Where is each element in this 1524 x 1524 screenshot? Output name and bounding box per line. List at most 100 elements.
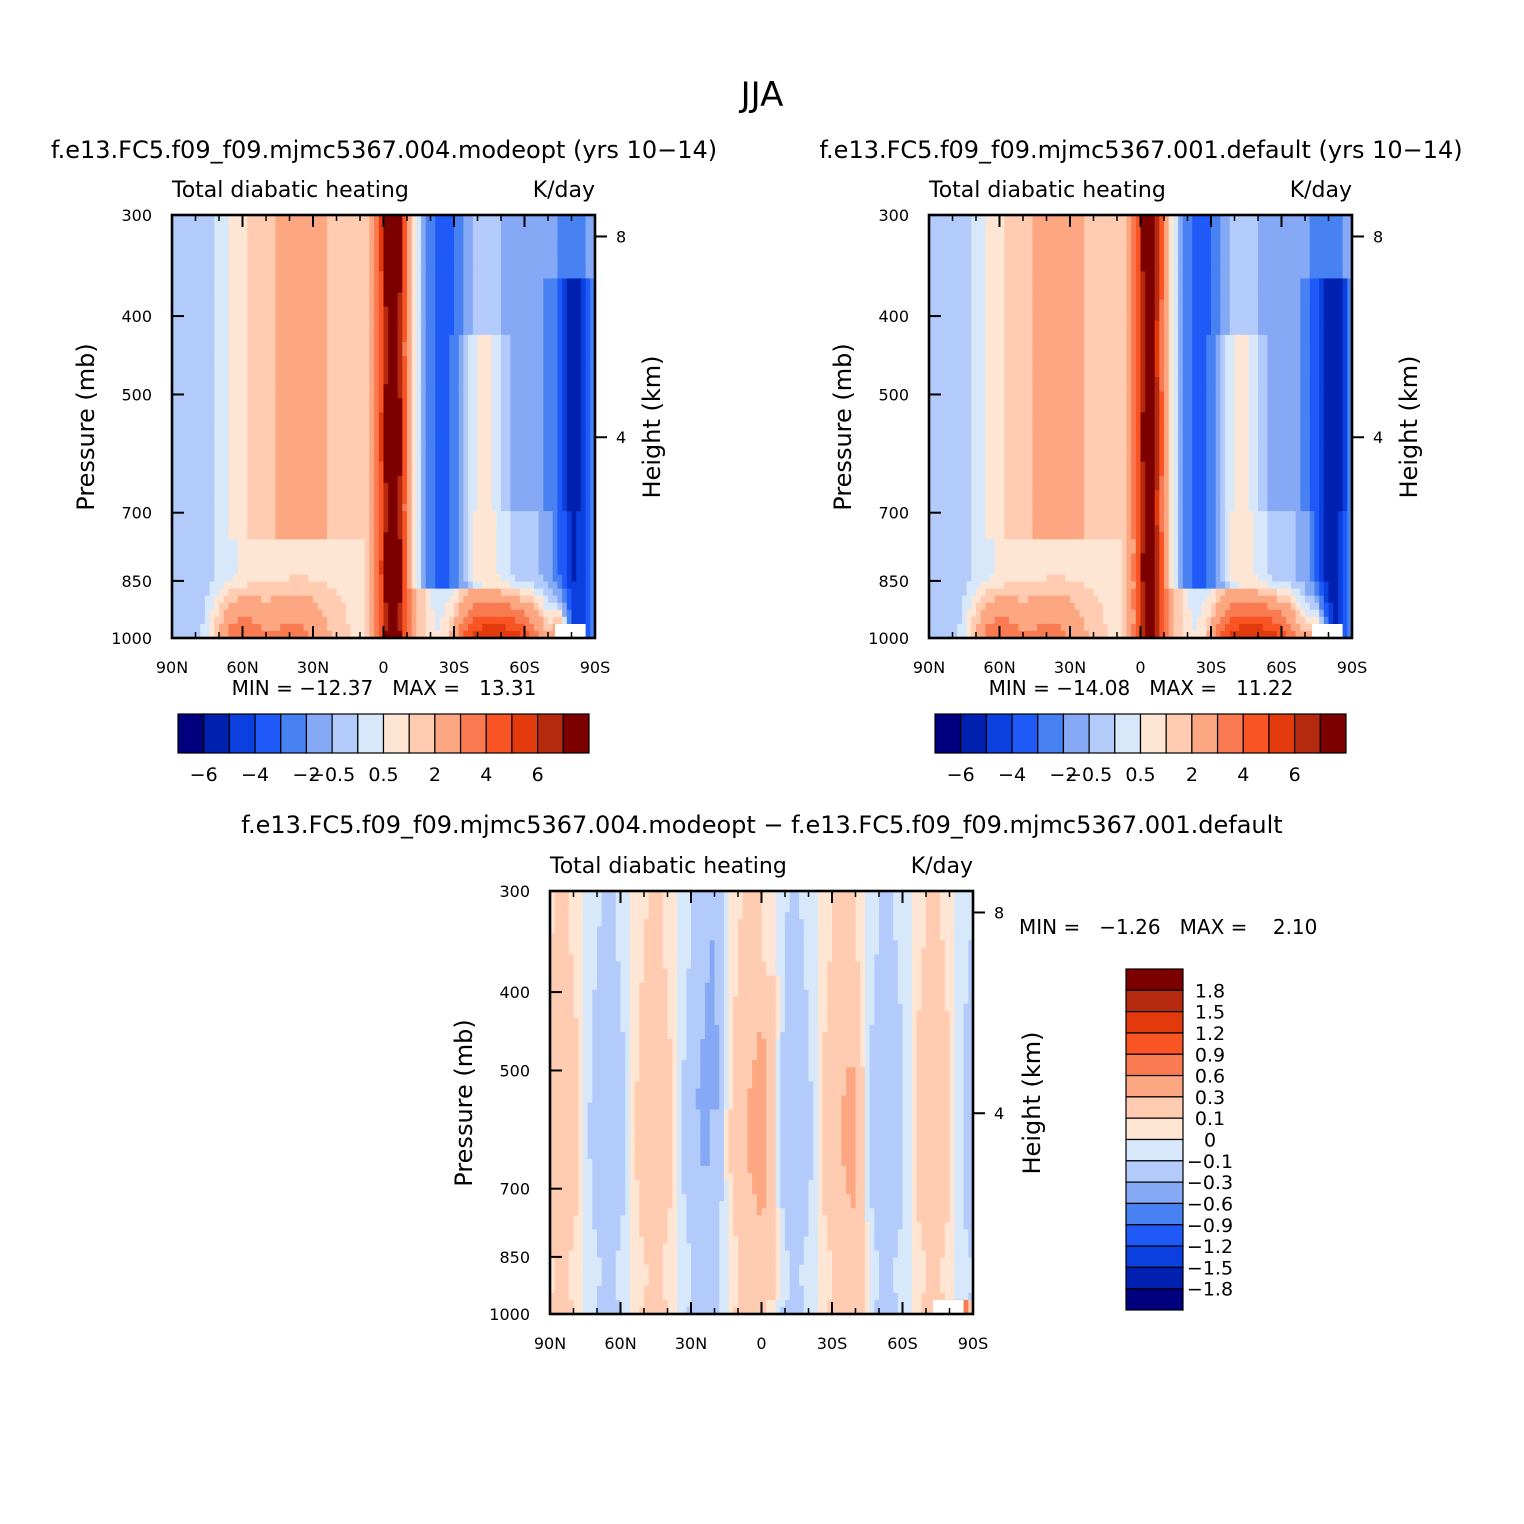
contour-cell (181, 532, 187, 540)
contour-cell (411, 215, 417, 223)
contour-cell (374, 327, 380, 336)
contour-cell (463, 588, 469, 597)
contour-cell (538, 546, 544, 554)
contour-cell (322, 341, 328, 350)
contour-cell (463, 306, 469, 315)
contour-cell (486, 588, 493, 597)
contour-cell (308, 567, 314, 576)
contour-cell (421, 257, 427, 265)
contour-cell (233, 384, 239, 392)
contour-cell (458, 334, 464, 343)
contour-cell (585, 215, 591, 223)
contour-cell (195, 532, 201, 540)
contour-cell (402, 229, 408, 237)
contour-cell (468, 532, 474, 540)
contour-cell (223, 567, 229, 576)
contour-cell (397, 363, 403, 371)
contour-cell (430, 292, 436, 301)
contour-cell (219, 560, 225, 569)
contour-cell (524, 236, 530, 244)
contour-cell (477, 278, 483, 287)
contour-cell (289, 440, 295, 449)
contour-cell (590, 384, 595, 392)
contour-cell (552, 285, 558, 294)
contour-cell (463, 546, 469, 554)
contour-cell (308, 440, 314, 449)
contour-cell (444, 229, 450, 237)
contour-cell (228, 327, 234, 336)
contour-cell (298, 405, 305, 413)
contour-cell (501, 391, 507, 399)
contour-cell (421, 341, 427, 350)
contour-cell (444, 236, 450, 244)
contour-cell (439, 504, 446, 512)
contour-cell (350, 581, 356, 590)
contour-cell (383, 377, 389, 385)
contour-cell (482, 229, 488, 237)
contour-cell (435, 588, 441, 597)
contour-cell (280, 243, 286, 251)
contour-cell (397, 222, 403, 230)
contour-cell (364, 539, 370, 547)
contour-cell (383, 236, 389, 244)
contour-cell (313, 497, 319, 505)
contour-cell (247, 447, 253, 456)
contour-cell (392, 539, 399, 547)
contour-cell (294, 602, 300, 611)
contour-cell (266, 391, 272, 399)
contour-cell (317, 391, 323, 399)
contour-cell (421, 327, 427, 336)
contour-cell (425, 405, 432, 413)
contour-cell (266, 419, 272, 428)
contour-cell (378, 398, 385, 406)
contour-cell (280, 525, 286, 533)
contour-cell (510, 405, 516, 413)
contour-cell (209, 405, 215, 413)
contour-cell (383, 348, 389, 357)
contour-cell (247, 391, 253, 399)
contour-cell (444, 341, 450, 350)
contour-cell (223, 278, 229, 287)
contour-cell (176, 419, 182, 428)
contour-cell (552, 468, 558, 477)
contour-cell (369, 539, 375, 547)
contour-cell (374, 334, 380, 343)
contour-cell (533, 454, 540, 463)
contour-cell (571, 461, 577, 470)
contour-cell (364, 426, 370, 435)
contour-cell (336, 475, 342, 484)
contour-cell (538, 468, 544, 477)
contour-cell (242, 264, 248, 272)
contour-cell (392, 433, 399, 442)
contour-cell (219, 567, 225, 576)
contour-cell (510, 595, 516, 604)
contour-cell (360, 504, 366, 512)
contour-cell (228, 292, 234, 301)
contour-cell (261, 363, 267, 371)
contour-cell (576, 468, 582, 477)
contour-cell (190, 482, 197, 491)
contour-cell (383, 384, 389, 392)
contour-cell (439, 489, 446, 498)
contour-cell (294, 454, 300, 463)
contour-cell (557, 560, 563, 569)
contour-cell (524, 447, 530, 456)
contour-cell (585, 588, 591, 597)
contour-cell (322, 363, 328, 371)
contour-cell (345, 447, 352, 456)
contour-cell (298, 595, 305, 604)
contour-cell (548, 363, 554, 371)
contour-cell (472, 299, 479, 308)
contour-cell (576, 440, 582, 449)
contour-cell (524, 468, 530, 477)
contour-cell (411, 306, 417, 315)
contour-cell (529, 497, 535, 505)
contour-cell (397, 595, 403, 604)
contour-cell (566, 595, 573, 604)
contour-cell (266, 299, 272, 308)
contour-cell (501, 532, 507, 540)
contour-cell (543, 532, 549, 540)
contour-cell (566, 412, 573, 421)
contour-cell (284, 511, 291, 519)
contour-cell (472, 518, 479, 526)
